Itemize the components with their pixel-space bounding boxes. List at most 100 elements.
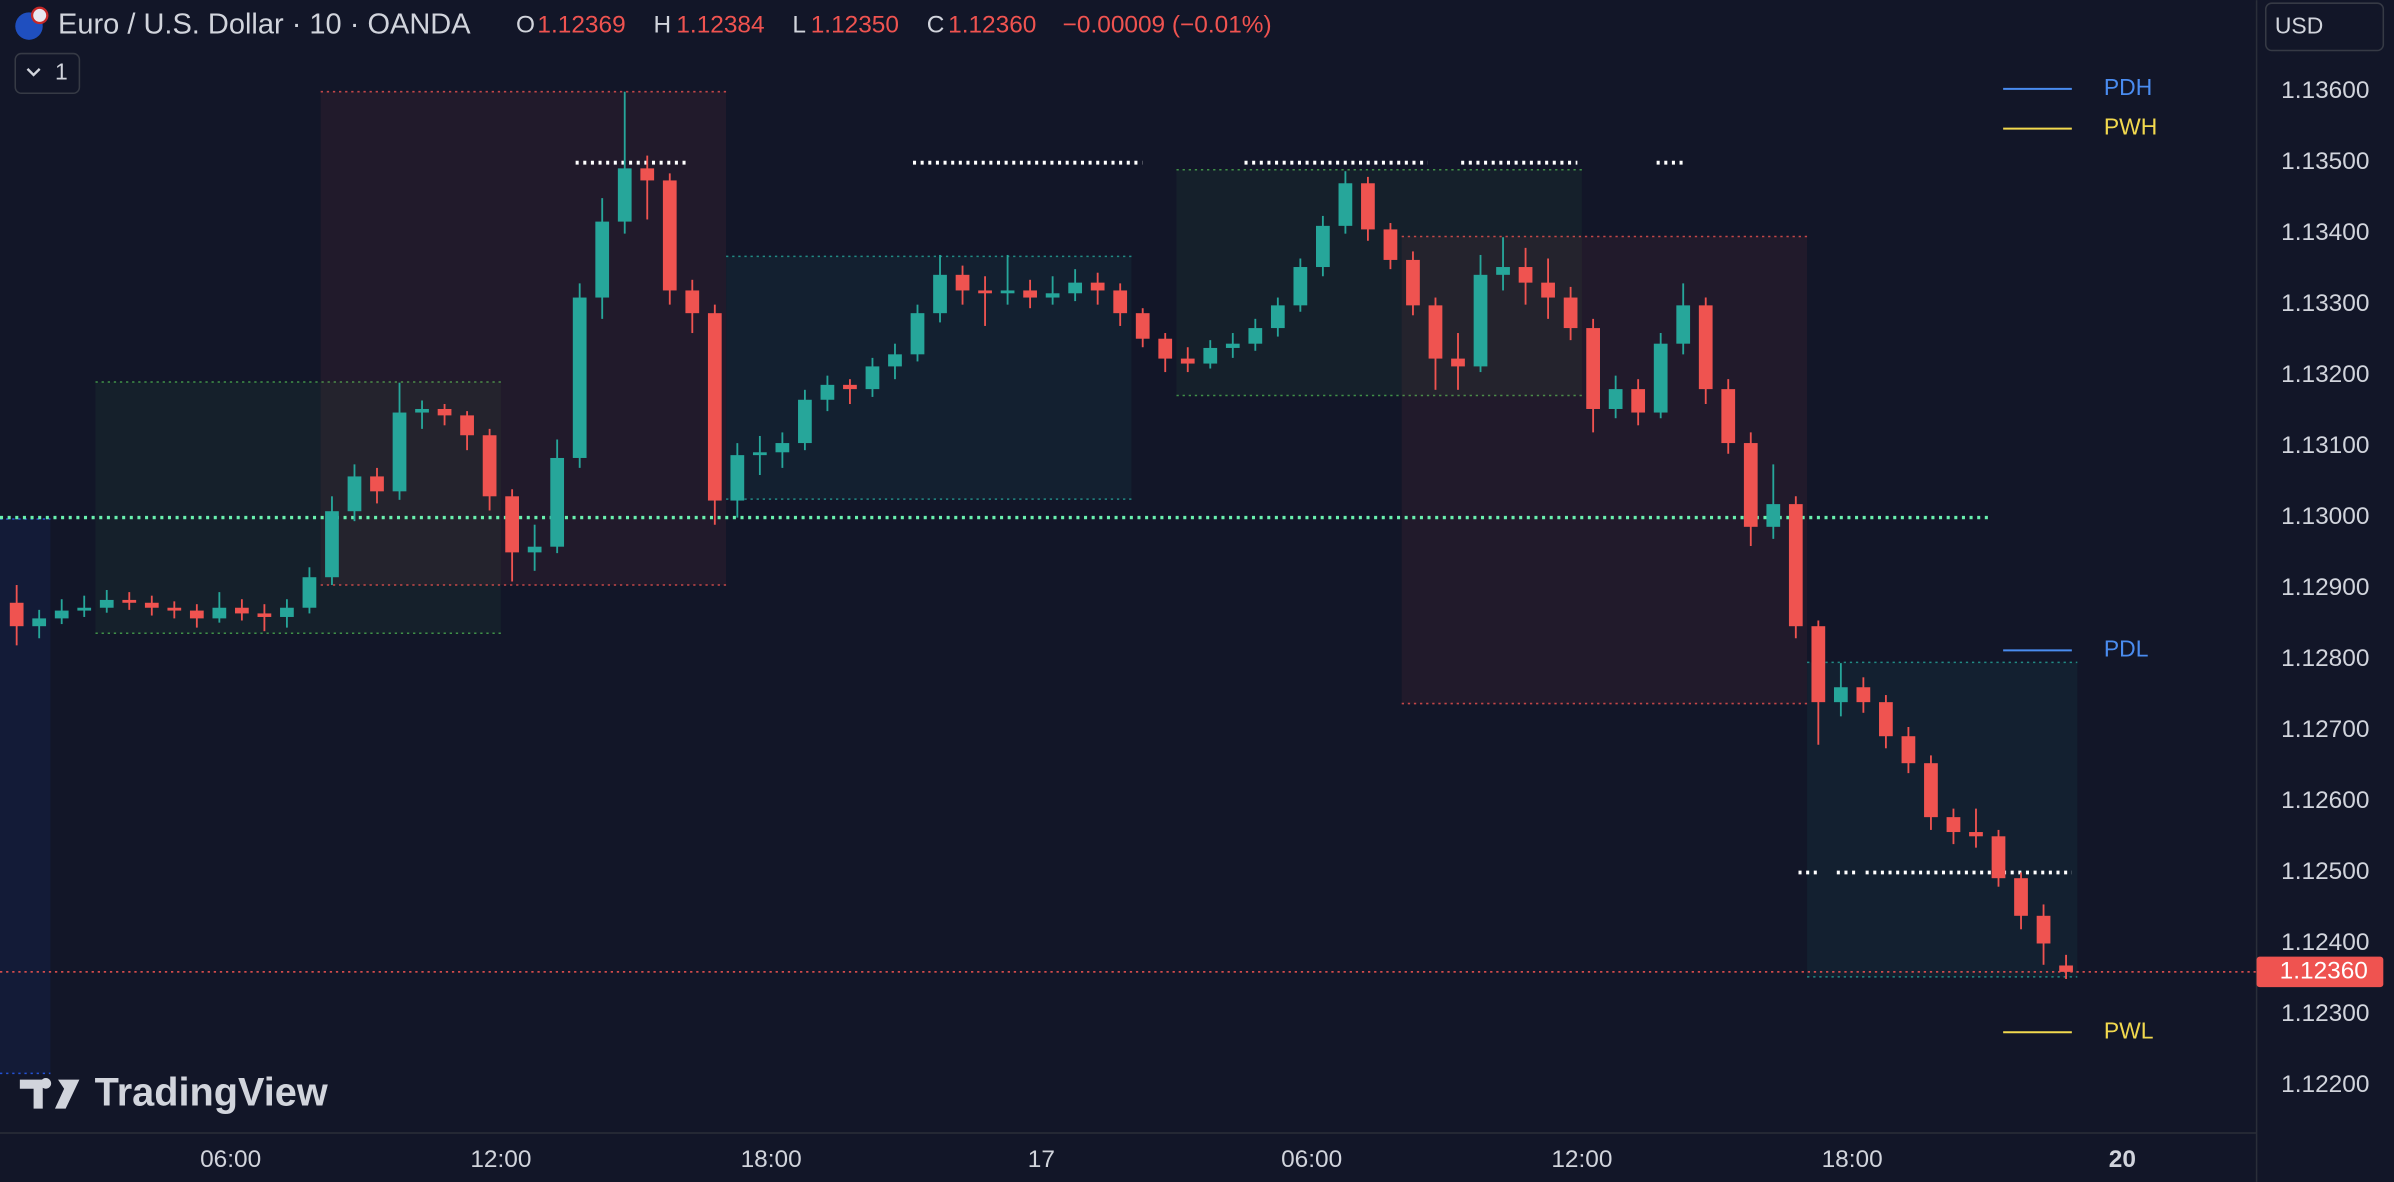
candle-body [122, 599, 137, 603]
candle-body [1766, 504, 1781, 527]
x-tick-label: 12:00 [470, 1146, 531, 1173]
candle-body [775, 443, 790, 453]
pane-count[interactable]: 1 [55, 58, 68, 84]
price-tag-box [2256, 956, 2384, 988]
candle-body [1721, 389, 1736, 444]
currency-label[interactable]: USD [2275, 13, 2323, 39]
y-tick-label: 1.13200 [2281, 361, 2369, 388]
candle-body [1833, 687, 1848, 703]
y-tick-label: 1.13100 [2281, 432, 2369, 459]
candle-body [1023, 290, 1037, 298]
candle-body [415, 408, 429, 413]
candle-body [1969, 832, 1983, 837]
candle-body [54, 610, 69, 619]
candle-body [572, 297, 587, 458]
candle-body [392, 412, 407, 492]
candle-body [1383, 229, 1398, 260]
candle-body [1361, 183, 1375, 230]
candle-body [1698, 305, 1713, 390]
x-tick-label: 17 [1028, 1146, 1055, 1173]
candle-body [865, 366, 880, 390]
candle-body [1856, 687, 1871, 703]
candle-body [1090, 282, 1105, 291]
candle-body [77, 607, 92, 611]
x-tick-label: 06:00 [200, 1146, 261, 1173]
y-tick-label: 1.12600 [2281, 787, 2369, 814]
candle-body [1586, 328, 1600, 409]
y-tick-label: 1.13400 [2281, 219, 2369, 246]
ohlc-label: L [792, 12, 806, 39]
pane-button[interactable]: 1 [14, 52, 81, 95]
y-tick-label: 1.12800 [2281, 645, 2369, 672]
candle-body [482, 435, 497, 497]
candle-body [144, 602, 159, 608]
candle-body [1496, 267, 1510, 275]
candle-body [1743, 443, 1758, 527]
zone-box [1176, 169, 1582, 396]
x-tick-label: 18:00 [741, 1146, 802, 1173]
candle-body [1000, 290, 1015, 294]
candle-body [1428, 305, 1443, 359]
candle-body [1541, 282, 1555, 298]
candle-body [370, 476, 384, 492]
candle-body [167, 607, 182, 611]
candle-body [617, 168, 632, 222]
y-tick-label: 1.12200 [2281, 1071, 2369, 1098]
candle-body [9, 602, 24, 627]
candle-body [1653, 343, 1668, 413]
candle-body [2059, 965, 2073, 972]
candle-body [933, 274, 947, 314]
candle-body [1788, 504, 1803, 627]
candle-body [2014, 878, 2028, 916]
candle-body [843, 384, 857, 390]
candle-body [1901, 736, 1916, 764]
candle-body [1473, 274, 1488, 367]
key-level-label: PWH [2104, 114, 2157, 140]
zone-box [0, 519, 51, 1074]
candle-body [798, 399, 812, 444]
candle-body [1608, 389, 1623, 409]
candle-body [1158, 338, 1173, 359]
candle-body [955, 274, 970, 291]
candle-body [1248, 328, 1263, 344]
key-level-label: PDL [2104, 635, 2149, 661]
key-level-label: PWL [2104, 1017, 2154, 1043]
button-frame[interactable] [14, 52, 81, 95]
axes: 1.13600 1.13500 1.13400 1.13300 1.13200 1.131… [200, 77, 2384, 1173]
key-level-label: PDH [2104, 74, 2152, 100]
watermark: TradingView [19, 1070, 328, 1114]
y-tick-label: 1.13000 [2281, 503, 2369, 530]
chevron-icon[interactable] [26, 67, 41, 77]
candle-body [32, 618, 47, 627]
candle-body [978, 290, 992, 294]
candle-body [1406, 259, 1420, 306]
candle-body [820, 384, 835, 400]
symbol-title[interactable]: Euro / U.S. Dollar · 10 · OANDA [58, 9, 471, 41]
candle-body [1203, 347, 1218, 364]
candle-body [1225, 343, 1240, 348]
candle-body [1563, 297, 1578, 329]
candle-body [685, 290, 700, 314]
candle-body [437, 408, 452, 416]
candle-body [1270, 305, 1285, 329]
candle-body [1068, 282, 1083, 294]
candle-body [595, 221, 610, 298]
candle-body [1293, 267, 1308, 306]
y-tick-label: 1.12700 [2281, 716, 2369, 743]
candle-body [257, 613, 272, 617]
button-frame[interactable] [2264, 2, 2385, 52]
candle-body [1879, 702, 1893, 737]
x-tick-label: 12:00 [1551, 1146, 1612, 1173]
symbol-icon [15, 6, 49, 40]
flag-us [30, 6, 49, 25]
zone-box [726, 256, 1132, 500]
candle-body [1811, 626, 1826, 703]
currency-button[interactable]: USD [2264, 2, 2385, 52]
candle-body [640, 168, 655, 181]
candle-body [730, 455, 745, 501]
y-tick-label: 1.12500 [2281, 858, 2369, 885]
y-tick-label: 1.12900 [2281, 574, 2369, 601]
candle-body [460, 415, 474, 436]
y-tick-label: 1.13600 [2281, 77, 2369, 104]
